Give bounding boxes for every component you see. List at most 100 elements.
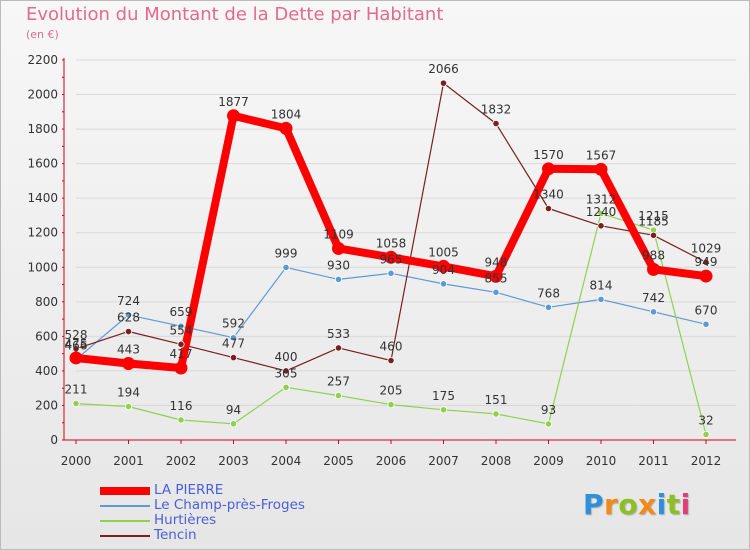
x-tick-label: 2005	[323, 454, 354, 468]
x-tick-label: 2003	[218, 454, 249, 468]
x-tick-label: 2000	[61, 454, 92, 468]
data-point	[699, 269, 713, 283]
data-point	[597, 209, 605, 217]
legend-label: Tencin	[154, 527, 197, 543]
data-point	[177, 416, 185, 424]
data-label: 400	[275, 350, 298, 364]
data-point	[229, 420, 238, 428]
data-label: 999	[275, 246, 298, 260]
x-tick-label: 2002	[166, 454, 197, 468]
data-point	[384, 250, 398, 264]
data-label: 32	[698, 413, 713, 427]
legend-label: Le Champ-près-Froges	[154, 497, 305, 513]
data-label: 659	[170, 305, 193, 319]
data-point	[702, 430, 710, 439]
data-label: 305	[275, 366, 298, 380]
y-tick-label: 1800	[27, 122, 58, 136]
data-point	[334, 344, 343, 352]
data-label: 94	[226, 403, 241, 417]
data-point	[227, 109, 240, 123]
data-label: 949	[695, 255, 718, 269]
data-label: 533	[327, 327, 350, 341]
data-label: 417	[170, 347, 193, 361]
data-label: 205	[380, 384, 403, 398]
data-point	[334, 392, 343, 400]
data-point	[702, 320, 710, 328]
data-point	[279, 121, 293, 135]
data-label: 1832	[481, 103, 512, 117]
data-label: 814	[590, 278, 613, 292]
data-label: 257	[327, 375, 350, 389]
data-point	[597, 295, 605, 303]
data-label: 670	[695, 303, 718, 317]
y-tick-label: 2000	[27, 88, 58, 102]
data-point	[122, 356, 135, 370]
y-tick-label: 400	[35, 364, 58, 378]
data-label: 554	[170, 323, 193, 337]
x-tick-label: 2010	[586, 454, 617, 468]
data-label: 1215	[638, 209, 669, 223]
data-point	[492, 288, 500, 296]
data-label: 930	[327, 258, 350, 272]
legend-swatch	[100, 505, 150, 507]
data-point	[387, 269, 395, 277]
x-tick-label: 2004	[271, 454, 302, 468]
data-point	[72, 399, 80, 408]
x-tick-label: 2008	[481, 454, 512, 468]
data-label: 1340	[533, 188, 564, 202]
data-point	[69, 351, 83, 365]
data-point	[492, 119, 500, 128]
data-label: 1312	[586, 192, 617, 206]
data-point	[124, 402, 133, 411]
data-label: 965	[380, 252, 403, 266]
data-point	[544, 204, 553, 213]
data-label: 116	[170, 399, 193, 413]
data-label: 1109	[323, 227, 354, 241]
legend-label: LA PIERRE	[154, 482, 224, 498]
data-label: 855	[485, 271, 508, 285]
data-point	[387, 356, 395, 365]
chart-title: Evolution du Montant de la Dette par Hab…	[26, 4, 444, 25]
y-tick-label: 800	[35, 295, 58, 309]
data-label: 460	[380, 340, 403, 354]
x-tick-label: 2012	[691, 454, 722, 468]
data-point	[594, 162, 608, 176]
data-point	[439, 280, 448, 288]
data-label: 1058	[376, 236, 407, 250]
data-point	[229, 354, 238, 362]
data-point	[334, 275, 343, 283]
data-label: 475	[65, 337, 88, 351]
data-label: 1005	[428, 245, 459, 259]
data-point	[387, 400, 395, 409]
data-point	[124, 311, 133, 319]
legend-label: Hurtières	[154, 512, 217, 528]
y-tick-label: 1600	[27, 157, 58, 171]
data-label: 904	[432, 263, 455, 277]
legend-swatch	[100, 535, 150, 537]
data-label: 443	[117, 342, 140, 356]
y-tick-label: 200	[35, 398, 58, 412]
y-tick-label: 1000	[27, 260, 58, 274]
data-label: 477	[222, 337, 245, 351]
x-tick-label: 2011	[638, 454, 669, 468]
data-label: 211	[65, 383, 88, 397]
data-point	[647, 262, 660, 276]
proxiti-logo: Proxiti	[583, 488, 691, 521]
legend-swatch	[100, 520, 150, 522]
y-tick-label: 1200	[27, 226, 58, 240]
data-label: 1240	[586, 205, 617, 219]
data-label: 2066	[428, 62, 459, 76]
data-point	[492, 410, 500, 418]
data-point	[282, 263, 290, 272]
legend-swatch	[100, 487, 150, 495]
data-point	[177, 322, 185, 330]
data-label: 1185	[638, 214, 669, 228]
data-label: 151	[485, 393, 508, 407]
data-point	[124, 327, 133, 336]
data-label: 1029	[691, 241, 722, 255]
data-label: 1877	[218, 95, 249, 109]
data-label: 466	[65, 339, 88, 353]
data-point	[439, 79, 448, 87]
data-point	[542, 162, 555, 176]
